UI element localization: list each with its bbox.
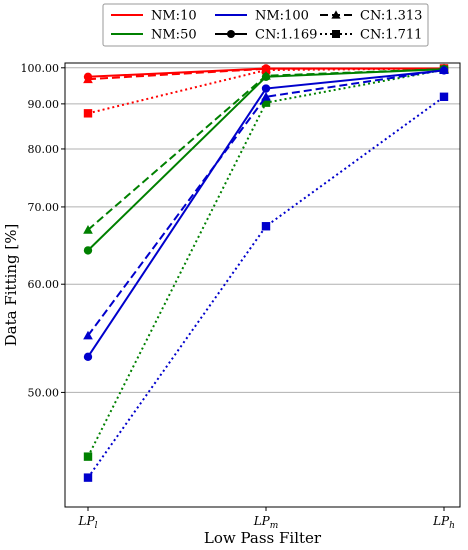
data-point [439, 92, 449, 101]
legend-marker [331, 10, 341, 19]
legend-item: NM:100 [215, 9, 309, 24]
data-point [261, 222, 271, 231]
plot-frame [64, 62, 461, 508]
data-point [261, 70, 271, 80]
y-tick-label: 80.00 [28, 143, 60, 156]
legend-label: CN:1.711 [360, 28, 422, 43]
data-point [261, 98, 271, 107]
series-nm-100-cn-1-169 [83, 66, 449, 362]
y-tick-label: 90.00 [28, 98, 60, 111]
legend-item: CN:1.313 [320, 9, 422, 24]
series-nm-100-cn-1-711 [83, 92, 449, 482]
x-axis-label: Low Pass Filter [204, 529, 322, 547]
data-point [439, 65, 449, 74]
legend-label: NM:10 [151, 9, 197, 24]
data-point [83, 473, 93, 482]
y-tick-label: 50.00 [28, 386, 60, 399]
y-tick-label: 70.00 [28, 201, 60, 214]
y-axis-ticks: 100.00 90.00 80.00 70.00 60.00 50.00 [21, 62, 65, 399]
series-nm-100-cn-1-313 [83, 65, 449, 340]
y-tick-label: 100.00 [21, 62, 60, 75]
legend-label: NM:50 [151, 28, 197, 43]
legend-item: CN:1.169 [215, 28, 317, 43]
series-lines [83, 63, 449, 482]
data-point [83, 225, 93, 234]
y-tick-label: 60.00 [28, 278, 60, 291]
legend-label: CN:1.169 [255, 28, 317, 43]
x-tick-label: LPh [432, 514, 455, 531]
data-point [83, 452, 93, 461]
series-line [87, 69, 445, 337]
legend-marker [227, 30, 235, 38]
legend-item: NM:10 [111, 9, 197, 24]
plot-area [65, 63, 460, 507]
legend: NM:10 NM:50 NM:100 CN:1.169 CN:1.313 CN:1.711 [102, 3, 429, 47]
data-point [83, 74, 93, 84]
legend-label: CN:1.313 [360, 9, 422, 24]
y-axis-label: Data Fitting [%] [2, 224, 20, 347]
legend-label: NM:100 [255, 9, 309, 24]
x-tick-label: LPl [78, 514, 98, 531]
legend-marker [332, 30, 340, 38]
data-point [83, 352, 93, 362]
legend-item: CN:1.711 [320, 28, 422, 43]
x-tick-label: LPm [253, 514, 279, 531]
series-line [87, 67, 445, 115]
data-point [83, 330, 93, 340]
data-point [261, 65, 271, 75]
x-axis-ticks: LPl LPm LPh [78, 507, 455, 531]
data-point [261, 84, 271, 93]
data-point [83, 246, 93, 255]
data-point [261, 91, 271, 101]
data-point [83, 109, 93, 118]
legend-item: NM:50 [111, 28, 197, 43]
